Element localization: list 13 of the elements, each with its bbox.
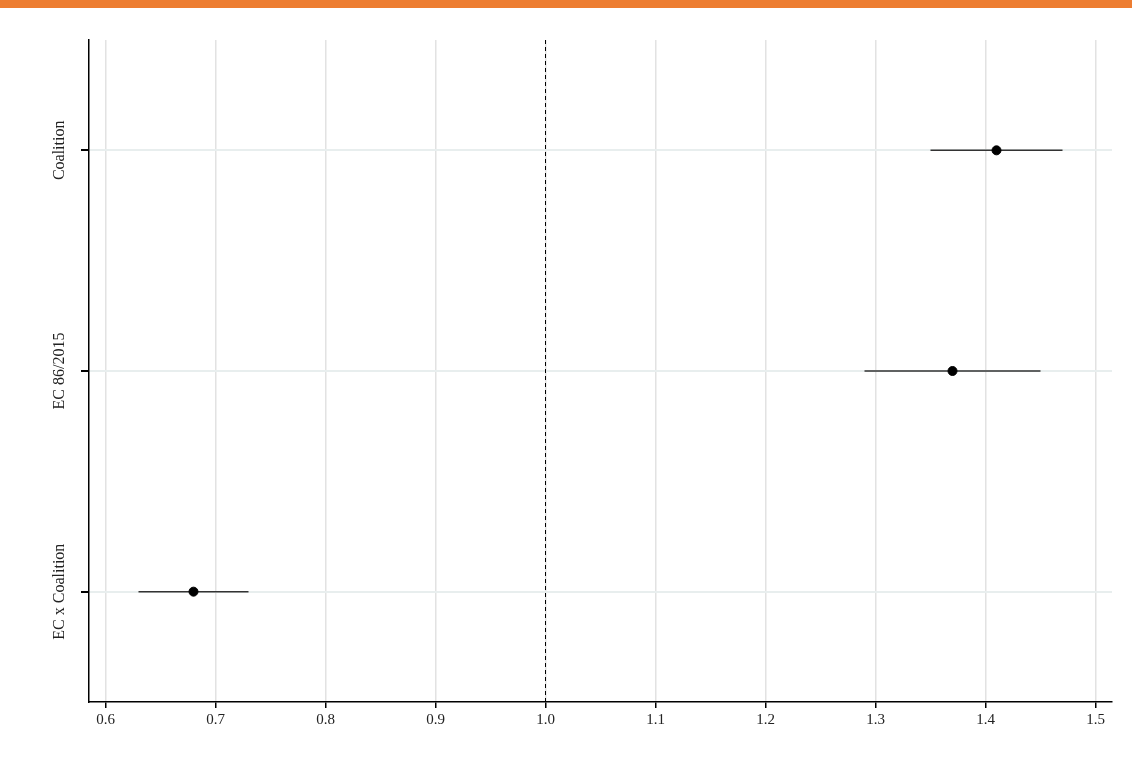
y-tick-label: EC x Coalition (50, 543, 68, 640)
x-tick-label: 1.5 (1086, 710, 1105, 727)
x-tick-label: 0.8 (316, 710, 335, 727)
x-tick-label: 0.6 (96, 710, 116, 727)
x-tick-label: 1.2 (756, 710, 775, 727)
x-tick-label: 0.9 (426, 710, 445, 727)
y-tick-label: EC 86/2015 (50, 332, 68, 410)
x-tick-label: 1.4 (976, 710, 996, 727)
y-tick-label: Coalition (50, 120, 68, 181)
x-tick-label: 1.0 (536, 710, 555, 727)
x-tick-label: 0.7 (206, 710, 226, 727)
x-tick-label: 1.3 (866, 710, 885, 727)
x-tick-label: 1.1 (646, 710, 665, 727)
